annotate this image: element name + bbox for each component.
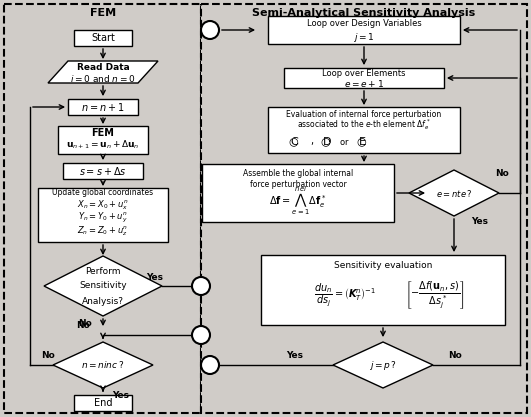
Polygon shape: [44, 256, 162, 316]
Bar: [261, 255, 505, 325]
Bar: [38, 188, 168, 242]
Text: $\bigcirc\!\!\!\!\mathsf{D}$: $\bigcirc\!\!\!\!\mathsf{D}$: [320, 135, 332, 149]
Text: Read Data: Read Data: [76, 63, 130, 71]
Text: Sensitivity: Sensitivity: [79, 281, 127, 291]
Bar: [63, 163, 143, 179]
Text: No: No: [78, 319, 92, 329]
Bar: [202, 164, 394, 222]
Text: No: No: [495, 168, 509, 178]
Circle shape: [192, 326, 210, 344]
Polygon shape: [333, 342, 433, 388]
Text: Yes: Yes: [113, 390, 130, 399]
Text: Yes: Yes: [472, 216, 489, 226]
Text: No: No: [448, 351, 462, 359]
Polygon shape: [53, 342, 153, 388]
Text: $\left[-\dfrac{\Delta f\left(\mathbf{u}_n, s\right)}{\Delta s_j^*}\right]$: $\left[-\dfrac{\Delta f\left(\mathbf{u}_…: [405, 279, 465, 311]
Text: $Z_n = Z_0 + u_z^n$: $Z_n = Z_0 + u_z^n$: [78, 224, 129, 238]
Text: $n = n + 1$: $n = n + 1$: [81, 101, 125, 113]
Text: No: No: [41, 351, 55, 359]
Text: Evaluation of internal force perturbation: Evaluation of internal force perturbatio…: [286, 110, 442, 118]
Text: Yes: Yes: [287, 351, 304, 359]
Text: $e = nte\,?$: $e = nte\,?$: [436, 188, 472, 198]
Bar: [74, 395, 132, 411]
Text: $\dfrac{du_n}{ds_j} = \left(\boldsymbol{K}_T^n\right)^{-1}$: $\dfrac{du_n}{ds_j} = \left(\boldsymbol{…: [314, 281, 376, 309]
Text: FEM: FEM: [90, 8, 116, 18]
Text: A: A: [207, 25, 213, 35]
Bar: [201, 4, 527, 413]
Text: $\bigcirc\!\!\!\!\mathsf{C}$: $\bigcirc\!\!\!\!\mathsf{C}$: [288, 135, 300, 149]
Bar: [268, 16, 460, 44]
Text: B: B: [198, 331, 204, 339]
Text: Sensitivity evaluation: Sensitivity evaluation: [334, 261, 432, 269]
Text: $\mathrm{or}$: $\mathrm{or}$: [339, 137, 349, 147]
Bar: [284, 68, 444, 88]
Text: B: B: [207, 361, 213, 369]
Text: Loop over Design Variables: Loop over Design Variables: [306, 18, 422, 28]
Bar: [68, 99, 138, 115]
Text: associated to the $e$-th element $\Delta f_e^*$: associated to the $e$-th element $\Delta…: [297, 118, 431, 133]
Text: Start: Start: [91, 33, 115, 43]
Circle shape: [201, 21, 219, 39]
Text: A: A: [198, 281, 204, 291]
Bar: [4, 4, 201, 413]
Text: Update global coordinates: Update global coordinates: [53, 188, 153, 196]
Polygon shape: [409, 170, 499, 216]
Text: Loop over Elements: Loop over Elements: [322, 68, 406, 78]
Bar: [74, 30, 132, 46]
Text: $j = p\,?$: $j = p\,?$: [369, 359, 397, 372]
Text: $X_n = X_0 + u_x^n$: $X_n = X_0 + u_x^n$: [78, 198, 129, 212]
Text: Assemble the global internal: Assemble the global internal: [243, 168, 353, 178]
Text: End: End: [94, 398, 112, 408]
Text: $i = 0$ and $n = 0$: $i = 0$ and $n = 0$: [70, 73, 136, 83]
Text: $j = 1$: $j = 1$: [353, 30, 375, 43]
Polygon shape: [48, 61, 158, 83]
Circle shape: [201, 356, 219, 374]
Text: $\mathbf{u}_{n+1} = \mathbf{u}_n + \Delta\mathbf{u}_n$: $\mathbf{u}_{n+1} = \mathbf{u}_n + \Delt…: [66, 139, 140, 151]
Text: force perturbation vector: force perturbation vector: [250, 179, 346, 188]
Text: $,$: $,$: [310, 137, 314, 147]
Text: Analysis?: Analysis?: [82, 296, 124, 306]
Circle shape: [192, 277, 210, 295]
Text: $s = s + \Delta s$: $s = s + \Delta s$: [79, 165, 127, 177]
Text: $\bigcirc\!\!\!\!\mathsf{E}$: $\bigcirc\!\!\!\!\mathsf{E}$: [356, 135, 367, 149]
Text: Semi-Analytical Sensitivity Analysis: Semi-Analytical Sensitivity Analysis: [252, 8, 476, 18]
Text: Perform: Perform: [85, 266, 121, 276]
Bar: [268, 107, 460, 153]
Text: No: No: [76, 321, 90, 329]
Bar: [58, 126, 148, 154]
Text: FEM: FEM: [91, 128, 115, 138]
Text: $e = e + 1$: $e = e + 1$: [344, 78, 384, 88]
Text: $Y_n = Y_0 + u_y^n$: $Y_n = Y_0 + u_y^n$: [78, 211, 128, 225]
Text: $n = ninc\,?$: $n = ninc\,?$: [81, 359, 125, 370]
Text: $\Delta \mathbf{f} = \bigwedge_{e=1}^{nel}\Delta \mathbf{f}_e^*$: $\Delta \mathbf{f} = \bigwedge_{e=1}^{ne…: [269, 185, 327, 217]
Text: Yes: Yes: [147, 274, 164, 282]
